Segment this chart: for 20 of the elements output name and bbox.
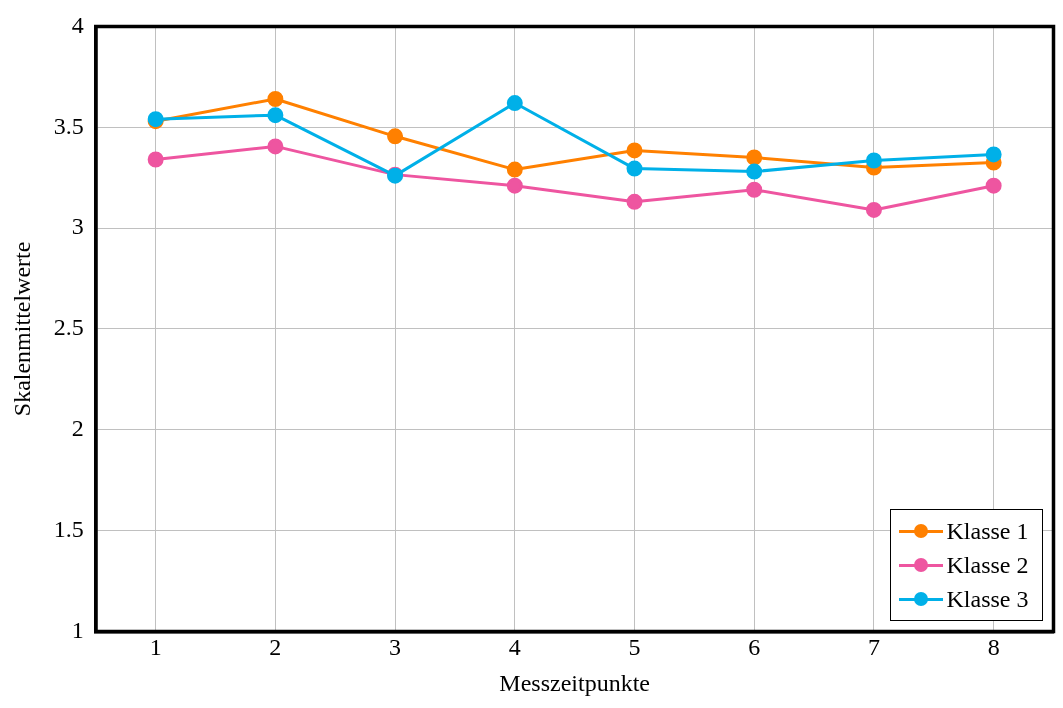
x-tick-label: 6 (748, 634, 761, 661)
x-tick-label: 2 (269, 634, 282, 661)
y-tick-label: 2 (71, 415, 84, 442)
y-tick-label: 3.5 (53, 112, 84, 139)
legend-label: Klasse 3 (946, 585, 1029, 613)
x-tick-label: 5 (628, 634, 641, 661)
y-tick-label: 1.5 (53, 515, 84, 542)
legend-label: Klasse 2 (946, 551, 1029, 579)
y-axis-title: Skalenmittelwerte (8, 241, 35, 417)
legend-label: Klasse 1 (946, 517, 1029, 545)
y-tick-label: 3 (71, 213, 84, 240)
y-tick-label: 4 (71, 11, 84, 38)
x-tick-label: 7 (867, 634, 880, 661)
x-tick-label: 3 (389, 634, 402, 661)
x-axis-title: Messzeitpunkte (499, 669, 650, 696)
y-tick-label: 1 (71, 616, 84, 643)
x-tick-label: 8 (987, 634, 1000, 661)
y-tick-label: 2.5 (53, 314, 84, 341)
x-tick-label: 4 (508, 634, 521, 661)
x-tick-label: 1 (149, 634, 162, 661)
